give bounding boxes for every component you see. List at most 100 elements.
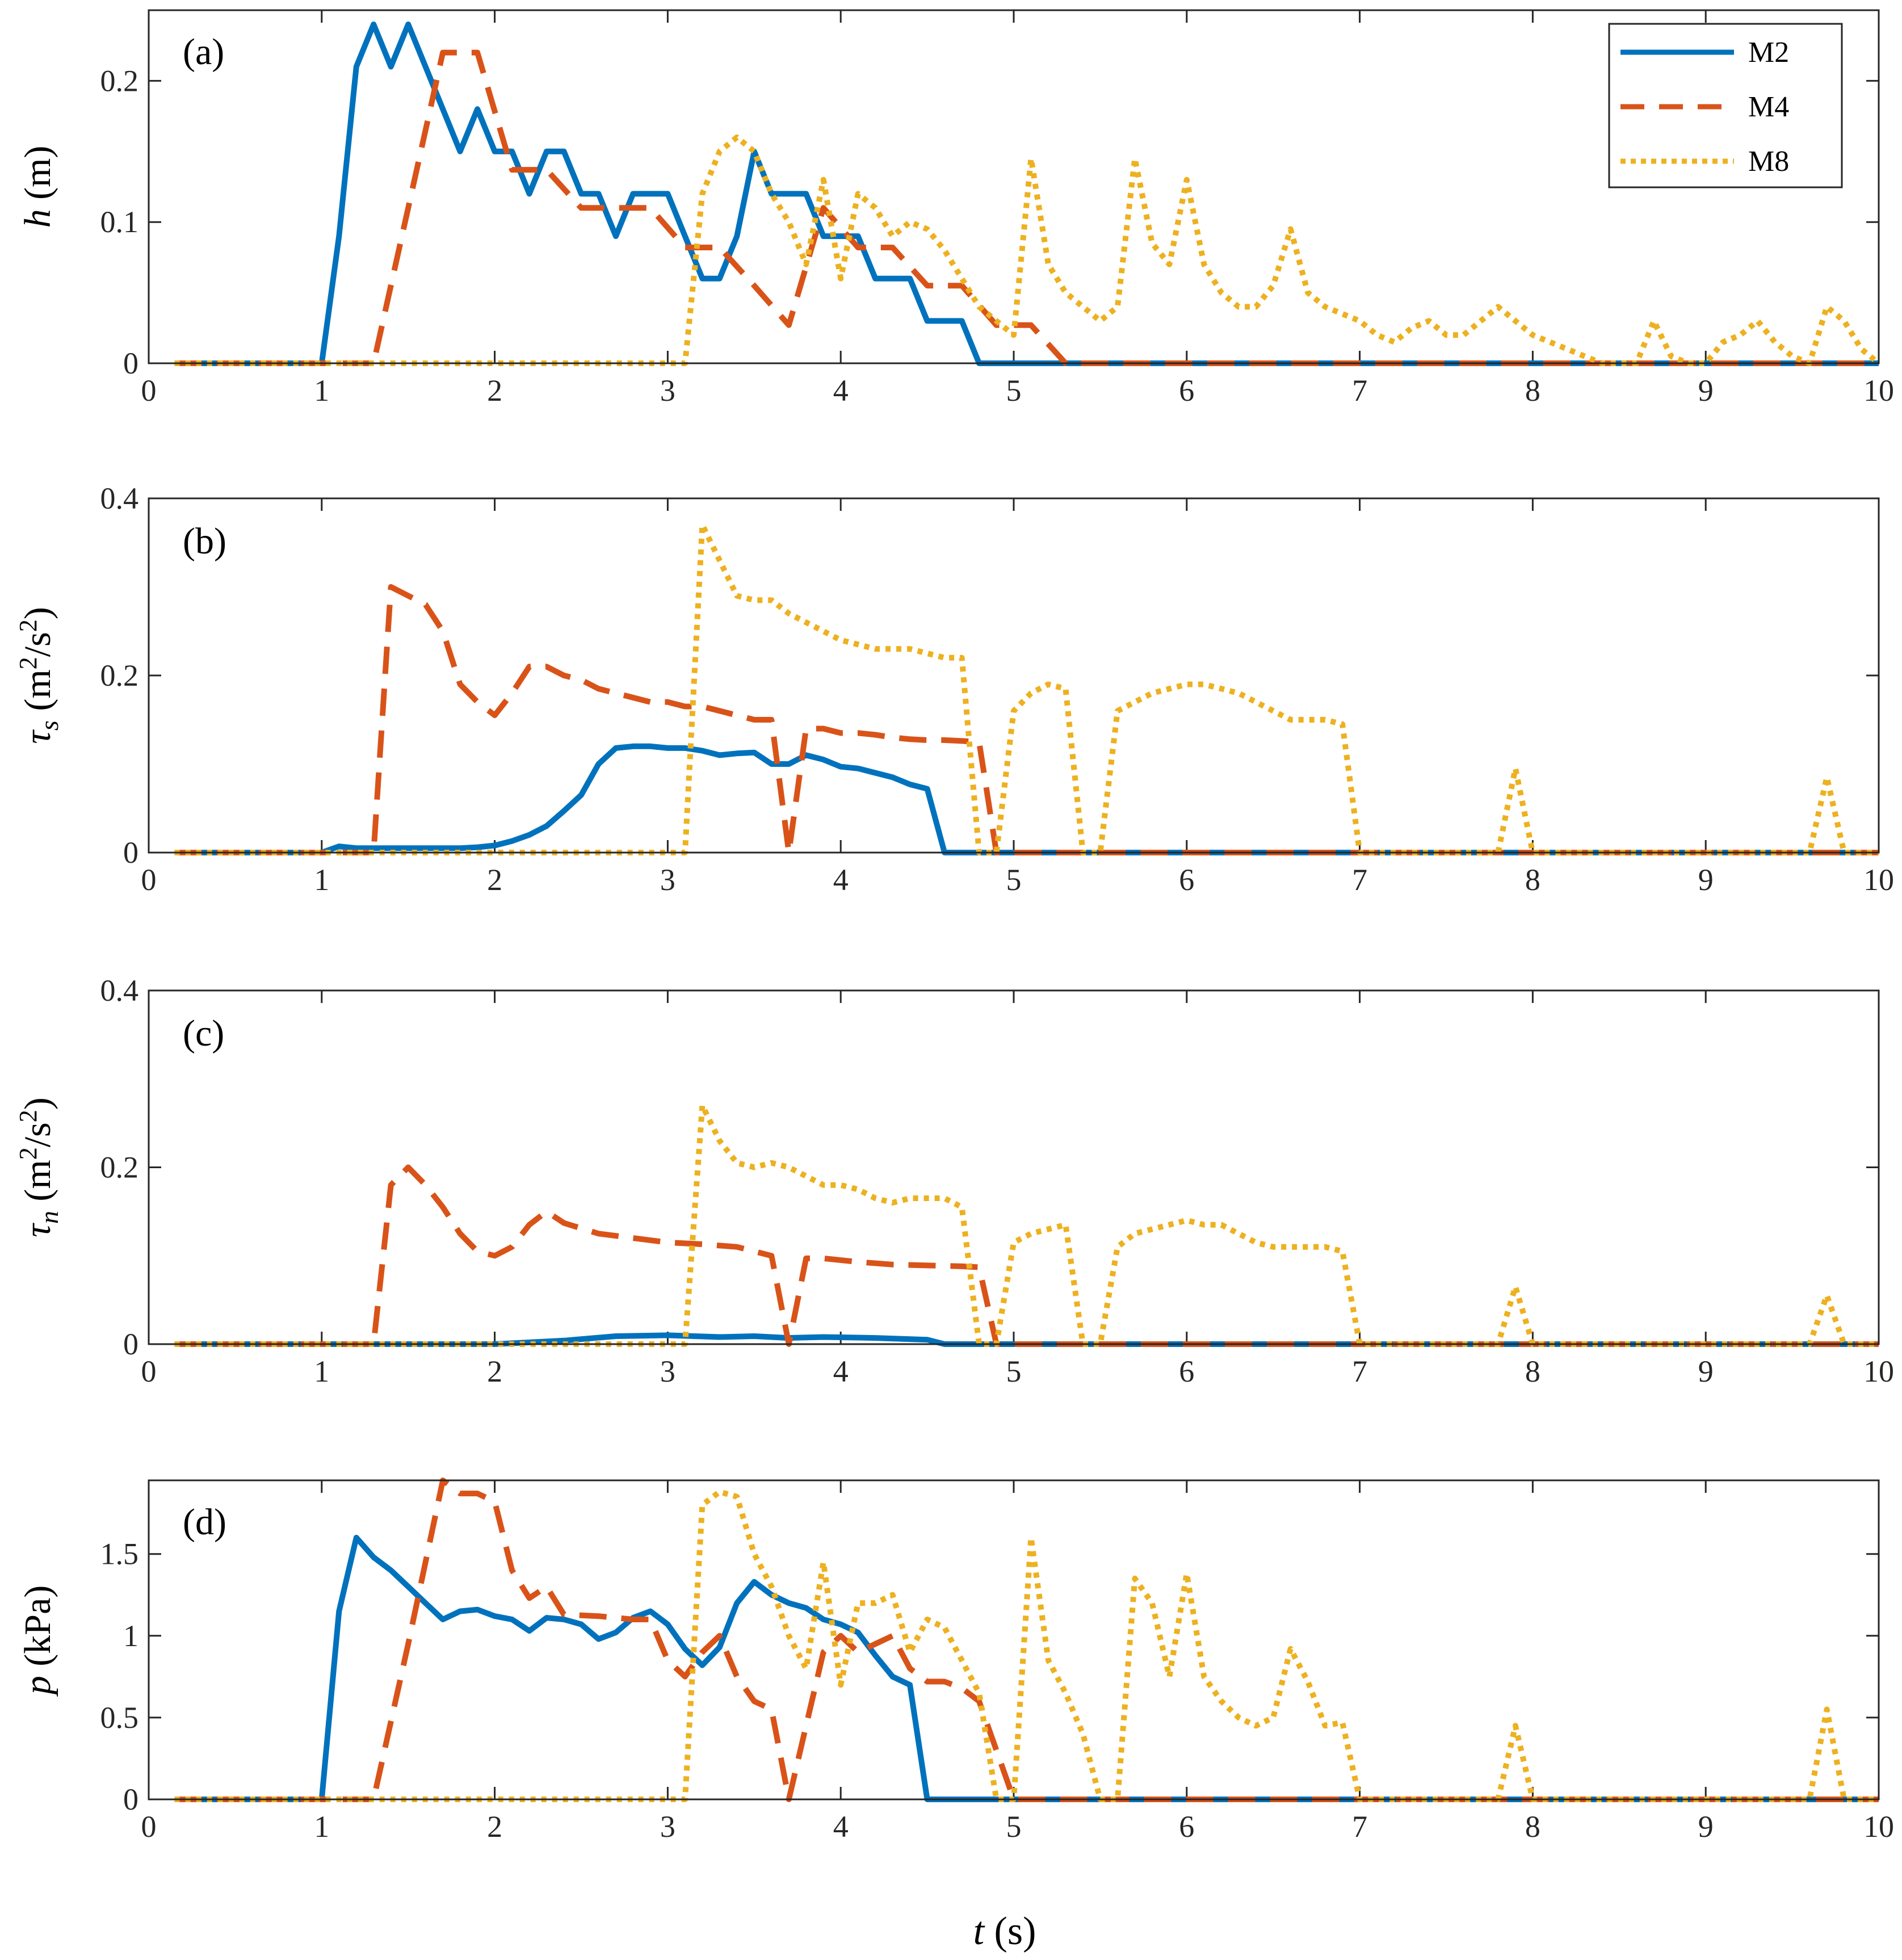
y-axis-label-sub: s — [35, 720, 64, 731]
x-tick-label: 0 — [141, 373, 157, 408]
x-tick-label: 1 — [314, 1354, 329, 1388]
y-axis-label-var: τ — [17, 729, 58, 744]
y-axis-label-end: ) — [17, 1097, 58, 1110]
x-axis-label-var: t — [973, 1909, 985, 1953]
x-tick-label: 3 — [660, 373, 675, 408]
x-tick-label: 9 — [1698, 863, 1714, 897]
x-tick-label: 1 — [314, 863, 329, 897]
x-tick-label: 1 — [314, 1810, 329, 1844]
x-tick-label: 10 — [1863, 373, 1894, 408]
y-axis-label-sup: 2 — [14, 657, 42, 669]
panel-label: (b) — [183, 521, 226, 562]
x-tick-label: 9 — [1698, 1354, 1714, 1388]
x-tick-label: 10 — [1863, 1354, 1894, 1388]
plot-area — [149, 991, 1879, 1344]
x-tick-label: 6 — [1179, 1354, 1194, 1388]
x-tick-label: 4 — [833, 1810, 849, 1844]
x-tick-label: 0 — [141, 863, 157, 897]
x-tick-label: 8 — [1525, 1354, 1540, 1388]
y-axis-label-unit2: /s — [17, 1122, 58, 1147]
x-tick-label: 7 — [1352, 1354, 1367, 1388]
plot-area — [149, 10, 1879, 363]
y-axis-label: τs (m2/s2) — [14, 607, 64, 744]
x-tick-label: 5 — [1006, 373, 1022, 408]
x-tick-label: 8 — [1525, 1810, 1540, 1844]
x-axis-label: t (s) — [973, 1909, 1036, 1953]
x-tick-label: 9 — [1698, 1810, 1714, 1844]
y-axis-label-unit: (kPa) — [17, 1585, 58, 1676]
x-tick-label: 6 — [1179, 1810, 1194, 1844]
y-axis-label-unit: (m — [17, 669, 58, 720]
axes-box — [148, 9, 1880, 364]
x-tick-label: 5 — [1006, 863, 1022, 897]
panel-label: (c) — [183, 1013, 224, 1054]
x-tick-label: 0 — [141, 1354, 157, 1388]
series-line-M4 — [174, 1478, 1879, 1802]
y-axis-label: τn (m2/s2) — [14, 1097, 64, 1237]
x-tick-label: 8 — [1525, 373, 1540, 408]
x-tick-label: 3 — [660, 863, 675, 897]
y-axis-label-unit2: /s — [17, 632, 58, 657]
axes-box — [148, 497, 1880, 854]
y-tick-label: 0 — [123, 1327, 138, 1361]
x-tick-label: 4 — [833, 373, 849, 408]
x-tick-label: 8 — [1525, 863, 1540, 897]
y-axis-label-sup2: 2 — [14, 619, 42, 632]
y-tick-label: 0.4 — [100, 481, 139, 515]
y-axis-label-var: τ — [17, 1223, 58, 1237]
x-tick-label: 7 — [1352, 863, 1367, 897]
series-line-M4 — [174, 584, 1879, 855]
axes-box — [148, 1479, 1880, 1800]
y-tick-label: 0.1 — [100, 205, 139, 239]
x-tick-label: 4 — [833, 863, 849, 897]
x-tick-label: 2 — [487, 373, 502, 408]
x-tick-label: 2 — [487, 1810, 502, 1844]
x-tick-label: 2 — [487, 863, 502, 897]
x-tick-label: 3 — [660, 1810, 675, 1844]
y-tick-label: 0 — [123, 836, 138, 870]
y-axis-label-unit: (m — [17, 1160, 58, 1211]
y-tick-label: 0 — [123, 346, 138, 380]
axes-box — [148, 989, 1880, 1345]
x-tick-label: 9 — [1698, 373, 1714, 408]
x-tick-label: 10 — [1863, 1810, 1894, 1844]
series-line-M2 — [174, 1332, 1879, 1347]
y-axis-label: h (m) — [17, 146, 58, 228]
legend-label-M2: M2 — [1748, 36, 1789, 69]
x-tick-label: 5 — [1006, 1810, 1022, 1844]
legend: M2 M4 M8 — [1608, 23, 1843, 188]
y-tick-label: 0.2 — [100, 1151, 139, 1185]
y-tick-label: 1.5 — [100, 1537, 139, 1571]
y-axis-label-sub: n — [35, 1211, 64, 1224]
panel-a: 0 1 2 3 4 5 6 7 8 9 10 0 0.1 0.2 (a) h (m) — [17, 9, 1894, 408]
x-tick-label: 10 — [1863, 863, 1894, 897]
y-tick-label: 0.4 — [100, 973, 139, 1008]
y-axis-label-unit: (m) — [17, 146, 58, 209]
x-tick-label: 6 — [1179, 373, 1194, 408]
plot-area — [149, 1480, 1879, 1799]
series-line-M2 — [174, 21, 1879, 366]
x-tick-label: 0 — [141, 1810, 157, 1844]
x-tick-label: 4 — [833, 1354, 849, 1388]
y-tick-label: 0.2 — [100, 658, 139, 692]
y-axis-label: p (kPa) — [17, 1585, 58, 1697]
plot-area — [149, 498, 1879, 853]
x-tick-label: 7 — [1352, 373, 1367, 408]
y-axis-label-var: p — [17, 1676, 58, 1697]
y-axis-label-sup2: 2 — [14, 1110, 42, 1122]
legend-label-M8: M8 — [1748, 145, 1789, 178]
y-axis-label-var: h — [17, 209, 58, 228]
x-tick-label: 5 — [1006, 1354, 1022, 1388]
series-line-M2 — [174, 1534, 1879, 1802]
legend-label-M4: M4 — [1748, 91, 1789, 123]
y-tick-label: 0.2 — [100, 64, 139, 98]
x-tick-label: 6 — [1179, 863, 1194, 897]
panel-d: 0 1 2 3 4 5 6 7 8 9 10 0 0.5 1 1.5 (d) p (kPa) — [17, 1478, 1894, 1844]
y-tick-label: 0 — [123, 1782, 138, 1816]
series-line-M2 — [174, 743, 1879, 855]
x-tick-label: 2 — [487, 1354, 502, 1388]
x-tick-label: 1 — [314, 373, 329, 408]
panel-label: (d) — [183, 1501, 226, 1543]
series-line-M4 — [174, 1164, 1879, 1347]
